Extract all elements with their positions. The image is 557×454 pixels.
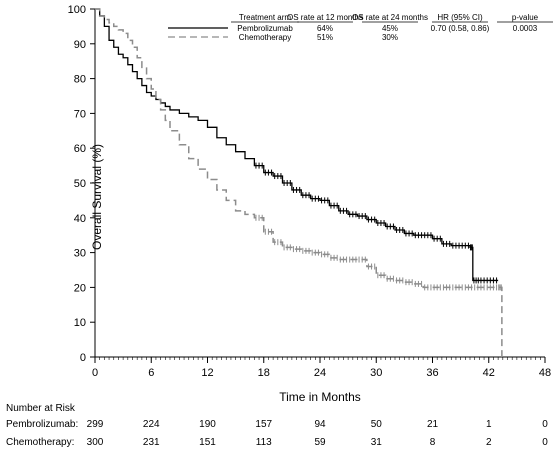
legend-arm-label: Pembrolizumab	[237, 24, 293, 33]
legend-cell: 45%	[382, 24, 398, 33]
y-tick-label: 10	[74, 317, 86, 329]
risk-row-label-pembrolizumab: Pembrolizumab:	[6, 419, 79, 430]
legend-header-cell: OS rate at 24 months	[352, 13, 428, 22]
risk-value: 1	[485, 419, 492, 430]
risk-value: 8	[429, 437, 436, 448]
x-tick-label: 18	[258, 367, 270, 379]
y-axis-title: Overall Survival (%)	[90, 143, 105, 251]
risk-value: 113	[255, 437, 272, 448]
legend-header-cell: OS rate at 12 months	[287, 13, 363, 22]
y-tick-label: 100	[68, 4, 86, 16]
risk-value: 59	[314, 437, 326, 448]
y-tick-label: 60	[74, 143, 86, 155]
risk-value: 300	[86, 437, 104, 448]
series-layer	[95, 8, 503, 357]
risk-value: 2	[485, 437, 492, 448]
series-line-chemotherapy	[95, 8, 503, 357]
risk-value: 157	[255, 419, 273, 430]
y-tick-label: 90	[74, 39, 86, 51]
y-tick-label: 20	[74, 282, 86, 294]
risk-value: 0	[542, 437, 548, 448]
risk-value: 50	[370, 419, 382, 430]
legend-cell: 64%	[317, 24, 333, 33]
risk-value: 151	[199, 437, 216, 448]
legend-cell: 0.70 (0.58, 0.86)	[431, 24, 490, 33]
risk-table-title: Number at Risk	[6, 403, 75, 414]
x-axis-title: Time in Months	[279, 390, 361, 404]
x-tick-label: 6	[148, 367, 154, 379]
risk-value: 94	[314, 419, 326, 430]
x-tick-label: 36	[426, 367, 438, 379]
x-tick-label: 24	[314, 367, 326, 379]
y-tick-label: 40	[74, 213, 86, 225]
y-tick-label: 80	[74, 74, 86, 86]
y-tick-label: 30	[74, 248, 86, 260]
y-tick-label: 50	[74, 178, 86, 190]
legend-cell: 0.0003	[513, 24, 538, 33]
risk-value: 231	[142, 437, 160, 448]
y-tick-label: 0	[80, 352, 86, 364]
x-tick-label: 12	[201, 367, 213, 379]
y-tick-label: 70	[74, 108, 86, 120]
risk-value: 31	[370, 437, 382, 448]
x-tick-label: 30	[370, 367, 382, 379]
risk-value: 224	[142, 419, 160, 430]
risk-value: 299	[86, 419, 104, 430]
risk-value: 190	[199, 419, 216, 430]
x-tick-label: 42	[483, 367, 495, 379]
risk-row-label-chemotherapy: Chemotherapy:	[6, 437, 75, 448]
legend-cell: 30%	[382, 33, 398, 42]
legend-cell: 51%	[317, 33, 333, 42]
x-tick-label: 48	[539, 367, 551, 379]
x-tick-label: 0	[92, 367, 98, 379]
legend-header-cell: Treatment arm	[239, 13, 291, 22]
risk-value: 0	[542, 419, 548, 430]
legend-header-cell: p-value	[512, 13, 539, 22]
axes: 0 6 12 18 24 30 36 42 48 0 10 20 30 40 50 60 70 80 90 100	[68, 4, 551, 379]
risk-value: 21	[426, 419, 439, 430]
legend-arm-label: Chemotherapy	[239, 33, 291, 42]
legend-header-cell: HR (95% CI)	[437, 13, 483, 22]
